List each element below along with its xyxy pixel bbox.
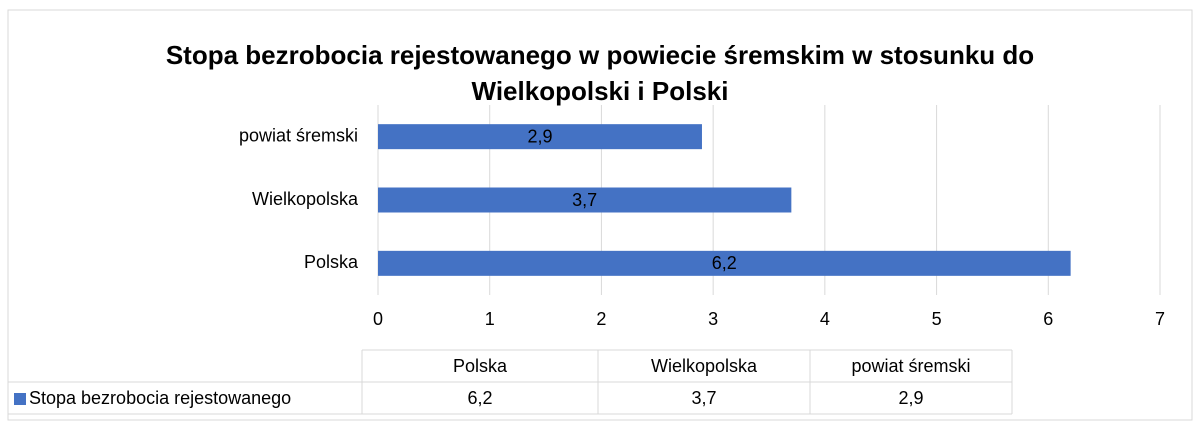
bar <box>378 187 792 213</box>
y-tick-label: Polska <box>304 252 359 272</box>
x-tick-label: 1 <box>485 309 495 329</box>
table-value: 2,9 <box>898 388 923 408</box>
y-tick-label: powiat śremski <box>239 125 358 145</box>
data-label: 6,2 <box>712 253 737 273</box>
legend-label: Stopa bezrobocia rejestowanego <box>29 388 291 408</box>
x-tick-label: 5 <box>932 309 942 329</box>
y-tick-label: Wielkopolska <box>252 189 359 209</box>
x-tick-label: 0 <box>373 309 383 329</box>
x-tick-label: 3 <box>708 309 718 329</box>
table-header: Wielkopolska <box>651 356 758 376</box>
data-label: 2,9 <box>527 126 552 146</box>
chart-title: Stopa bezrobocia rejestowanego w powieci… <box>166 40 1034 106</box>
bar <box>378 250 1071 276</box>
data-label: 3,7 <box>572 190 597 210</box>
chart-frame <box>7 9 1193 421</box>
table-value: 3,7 <box>691 388 716 408</box>
x-tick-label: 4 <box>820 309 830 329</box>
x-tick-label: 2 <box>596 309 606 329</box>
table-header: powiat śremski <box>851 356 970 376</box>
table-value: 6,2 <box>467 388 492 408</box>
x-tick-label: 6 <box>1043 309 1053 329</box>
x-tick-label: 7 <box>1155 309 1165 329</box>
table-header: Polska <box>453 356 508 376</box>
bar <box>378 124 702 150</box>
legend-marker <box>14 393 26 405</box>
